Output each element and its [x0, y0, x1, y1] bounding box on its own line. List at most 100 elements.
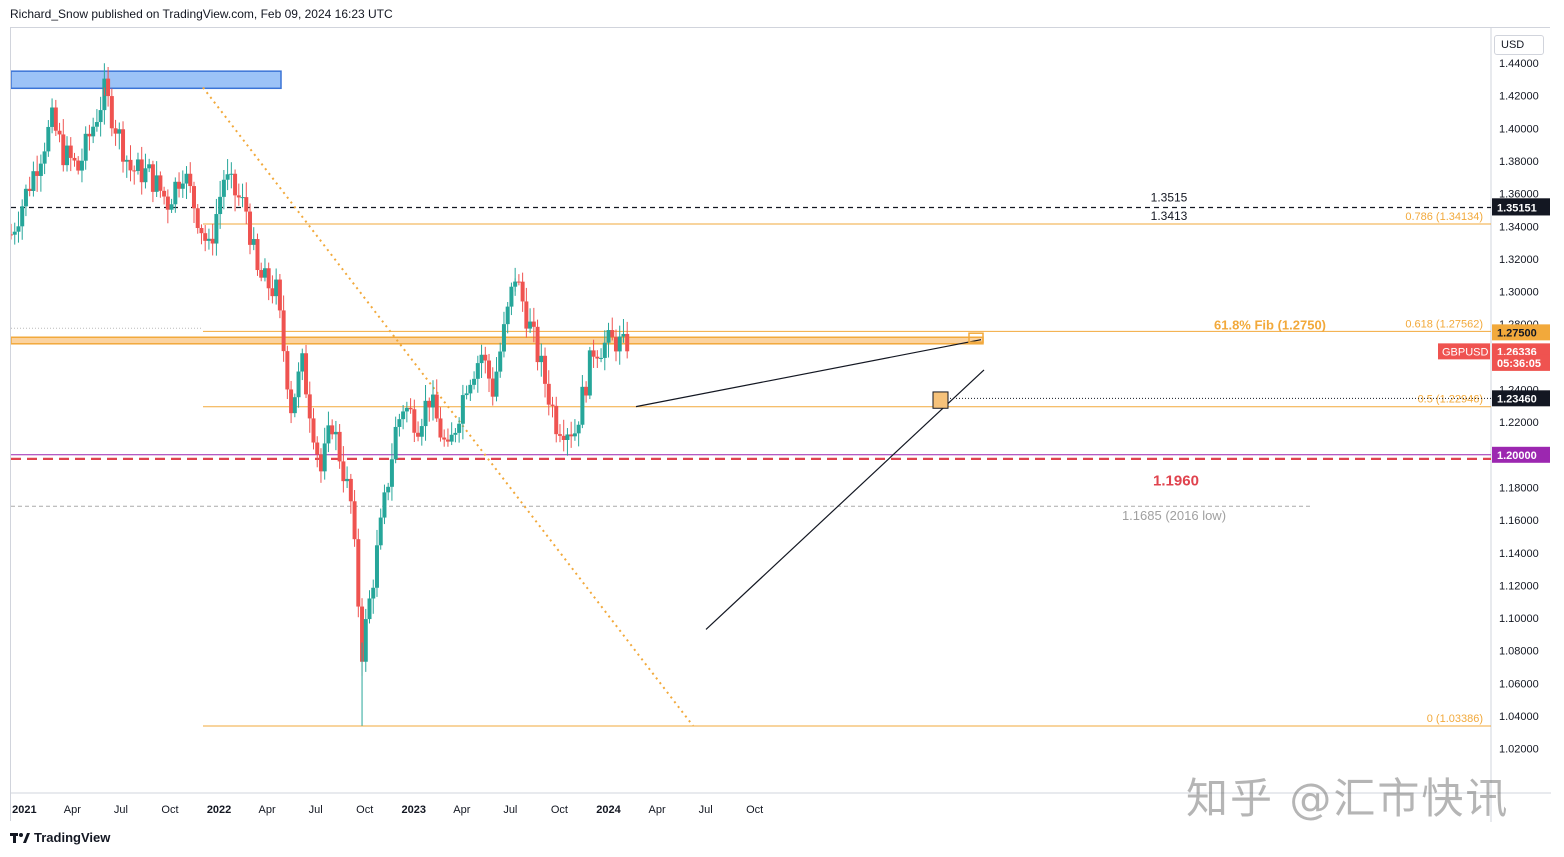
candle[interactable] — [16, 211, 21, 243]
candle[interactable] — [374, 529, 379, 597]
candle[interactable] — [296, 362, 301, 408]
candle[interactable] — [121, 121, 126, 173]
candle[interactable] — [262, 258, 267, 282]
candle[interactable] — [490, 367, 495, 406]
candle[interactable] — [117, 122, 122, 150]
candle[interactable] — [516, 274, 521, 286]
candle[interactable] — [580, 375, 585, 429]
candle[interactable] — [65, 136, 70, 172]
candle[interactable] — [487, 353, 492, 393]
wedge-upper-trendline[interactable] — [635, 339, 982, 408]
candle[interactable] — [27, 176, 32, 197]
time-axis[interactable]: 2021 Apr Jul Oct 2022 Apr Jul Oct 2023 Apr Jul Oct 2… — [12, 804, 763, 816]
candle[interactable] — [214, 198, 219, 256]
candle[interactable] — [106, 66, 111, 107]
candle[interactable] — [449, 422, 454, 446]
candle[interactable] — [397, 413, 402, 437]
candle[interactable] — [333, 420, 338, 451]
candle[interactable] — [147, 158, 152, 173]
candle[interactable] — [625, 321, 630, 359]
candle[interactable] — [304, 344, 309, 399]
candle[interactable] — [543, 347, 548, 398]
price-badge[interactable]: 1.23460 — [1492, 390, 1550, 407]
candle[interactable] — [479, 344, 484, 378]
candle[interactable] — [285, 345, 290, 400]
candle[interactable] — [79, 148, 84, 183]
retest-box[interactable] — [932, 391, 949, 409]
candle[interactable] — [154, 161, 159, 198]
candle[interactable] — [124, 155, 129, 178]
price-badge[interactable]: 1.27500 — [1492, 324, 1550, 341]
candle[interactable] — [572, 419, 577, 441]
candle[interactable] — [528, 308, 533, 333]
candle[interactable] — [337, 424, 342, 469]
candle[interactable] — [218, 180, 223, 229]
candle[interactable] — [188, 162, 193, 193]
candle[interactable] — [61, 119, 66, 172]
candle[interactable] — [401, 405, 406, 430]
breakout-box[interactable] — [968, 332, 984, 343]
candle[interactable] — [38, 154, 43, 192]
candle[interactable] — [483, 346, 488, 374]
candle[interactable] — [251, 227, 256, 251]
price-badge[interactable]: 05:36:05 — [1492, 354, 1550, 371]
candle[interactable] — [307, 381, 312, 433]
candle[interactable] — [498, 342, 503, 378]
candle[interactable] — [113, 119, 118, 146]
symbol-badge[interactable]: GBPUSD — [1438, 343, 1490, 360]
candle[interactable] — [109, 88, 114, 137]
candle[interactable] — [184, 166, 189, 199]
candle[interactable] — [393, 416, 398, 464]
candle[interactable] — [606, 322, 611, 358]
currency-selector[interactable]: USD — [1494, 35, 1544, 55]
candle[interactable] — [434, 379, 439, 422]
candle[interactable] — [277, 273, 282, 319]
candle[interactable] — [565, 428, 570, 456]
candle[interactable] — [76, 156, 81, 175]
candle[interactable] — [221, 169, 226, 210]
candle[interactable] — [419, 418, 424, 446]
candle[interactable] — [617, 325, 622, 365]
candle[interactable] — [135, 152, 140, 175]
candle[interactable] — [143, 153, 148, 189]
candle[interactable] — [94, 109, 99, 132]
candle[interactable] — [259, 262, 264, 282]
candle[interactable] — [371, 579, 376, 614]
candle[interactable] — [356, 528, 361, 618]
candle[interactable] — [430, 380, 435, 421]
candle[interactable] — [177, 172, 182, 198]
candle[interactable] — [72, 152, 77, 167]
candle[interactable] — [445, 428, 450, 447]
candle[interactable] — [255, 233, 260, 276]
candle[interactable] — [128, 145, 133, 182]
candle[interactable] — [408, 398, 413, 414]
candle[interactable] — [229, 162, 234, 189]
candle[interactable] — [546, 370, 551, 416]
candle[interactable] — [531, 307, 536, 343]
candle[interactable] — [274, 268, 279, 305]
candle[interactable] — [98, 96, 103, 137]
candle[interactable] — [206, 228, 211, 250]
candle[interactable] — [315, 436, 320, 468]
candle[interactable] — [584, 381, 589, 403]
candle[interactable] — [11, 223, 13, 240]
wedge-lower-trendline[interactable] — [705, 369, 985, 630]
candle[interactable] — [610, 317, 615, 341]
candle[interactable] — [248, 203, 253, 255]
candle[interactable] — [345, 466, 350, 489]
candle[interactable] — [236, 183, 241, 206]
price-badge[interactable]: 1.20000 — [1492, 446, 1550, 463]
tradingview-logo[interactable]: TradingView — [10, 830, 110, 845]
chart-svg[interactable]: 1.44000 1.42000 1.40000 1.38000 1.36000 1.340… — [11, 28, 1551, 822]
candle[interactable] — [457, 417, 462, 443]
candle[interactable] — [554, 396, 559, 443]
candle[interactable] — [427, 397, 432, 422]
candle[interactable] — [173, 177, 178, 213]
candle[interactable] — [311, 408, 316, 450]
candle[interactable] — [326, 411, 331, 453]
candle[interactable] — [569, 421, 574, 448]
candle[interactable] — [505, 302, 510, 334]
candle[interactable] — [91, 117, 96, 144]
candle[interactable] — [367, 590, 372, 624]
candle[interactable] — [404, 401, 409, 423]
